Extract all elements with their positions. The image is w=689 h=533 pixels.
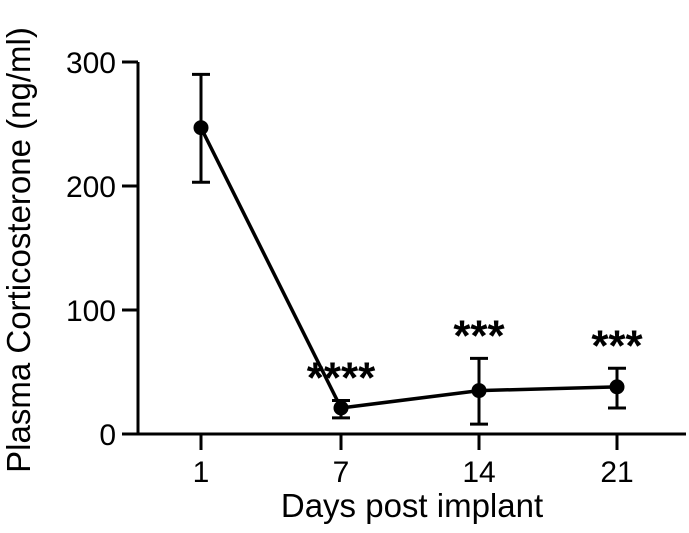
significance-label: **** bbox=[307, 354, 376, 403]
y-ticks: 0 100 200 300 bbox=[66, 47, 138, 452]
data-point bbox=[333, 400, 349, 416]
significance-label: *** bbox=[591, 321, 643, 370]
data-point bbox=[609, 379, 625, 395]
x-ticks: 1 7 14 21 bbox=[193, 434, 634, 489]
x-tick-label: 14 bbox=[462, 456, 495, 489]
y-tick-label: 0 bbox=[99, 419, 116, 452]
significance-label: *** bbox=[453, 311, 505, 360]
series-line bbox=[199, 126, 618, 410]
y-axis-title: Plasma Corticosterone (ng/ml) bbox=[0, 27, 37, 473]
x-tick-label: 1 bbox=[193, 456, 210, 489]
plot-area: ******* *** bbox=[192, 72, 644, 426]
data-point bbox=[471, 383, 487, 399]
axes bbox=[136, 62, 686, 436]
y-tick-label: 200 bbox=[66, 171, 116, 204]
x-tick-label: 7 bbox=[333, 456, 350, 489]
x-tick-label: 21 bbox=[600, 456, 633, 489]
data-point bbox=[193, 120, 209, 136]
y-tick-label: 300 bbox=[66, 47, 116, 80]
x-axis-title: Days post implant bbox=[281, 487, 543, 524]
y-tick-label: 100 bbox=[66, 295, 116, 328]
